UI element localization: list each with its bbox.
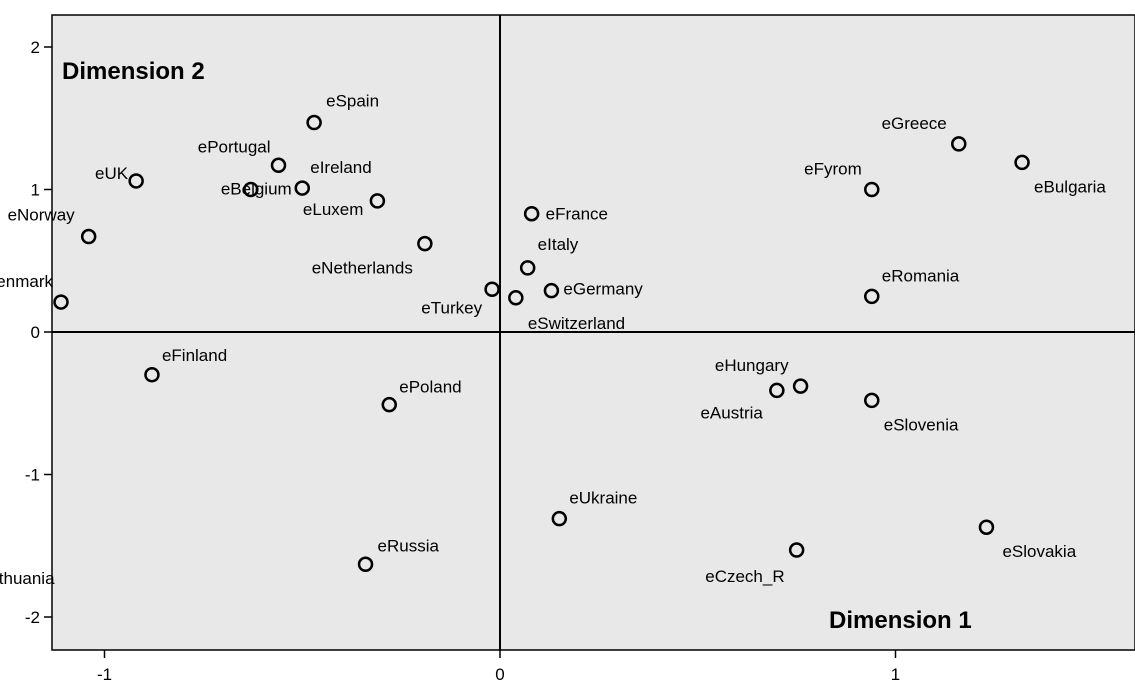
data-point <box>53 294 69 310</box>
data-point <box>1014 154 1030 171</box>
point-label: eFrance <box>546 205 608 224</box>
point-label: eHungary <box>715 356 789 375</box>
data-point <box>769 382 785 399</box>
point-label: eRussia <box>378 536 440 555</box>
point-label: eSlovakia <box>1002 542 1076 561</box>
x-tick-label: 0 <box>495 665 504 684</box>
point-label: eUkraine <box>569 489 637 508</box>
point-label: eLithuania <box>0 569 55 588</box>
reference-lines <box>52 15 1135 650</box>
point-label: eSlovenia <box>884 415 959 434</box>
data-point <box>294 180 310 196</box>
point-label: eLuxem <box>303 200 363 219</box>
data-point <box>417 235 433 252</box>
data-point <box>144 367 160 383</box>
data-point <box>792 378 809 394</box>
data-point <box>864 181 880 198</box>
point-label: eDenmark <box>0 272 53 291</box>
point-label: eRomania <box>882 266 960 285</box>
x-tick-label: -1 <box>97 665 112 684</box>
point-label: eUK <box>95 164 129 183</box>
data-point <box>978 519 995 535</box>
data-point <box>543 282 560 299</box>
point-label: eIreland <box>310 158 371 177</box>
point-label: eBulgaria <box>1034 177 1106 196</box>
point-label: eSwitzerland <box>528 314 625 333</box>
point-label: eTurkey <box>421 298 482 317</box>
data-point <box>508 290 524 306</box>
point-labels: eSpain ePortugal eIreland eUK eBelgium eLuxem… <box>0 92 1106 588</box>
data-point <box>270 157 287 174</box>
data-point <box>951 136 967 152</box>
data-point <box>243 181 259 198</box>
y-tick-label: 2 <box>31 38 40 57</box>
data-point <box>519 260 536 276</box>
y-tick-label: 0 <box>31 323 40 342</box>
data-point <box>523 205 540 222</box>
y-tick-label: -2 <box>25 608 40 627</box>
point-label: ePoland <box>399 378 461 397</box>
y-axis-title: Dimension 2 <box>62 58 205 85</box>
point-label: eBelgium <box>221 180 292 199</box>
point-label: ePortugal <box>198 137 271 156</box>
data-point <box>369 193 386 209</box>
point-label: eSpain <box>326 92 379 111</box>
point-label: eNetherlands <box>312 259 413 278</box>
data-point <box>80 228 97 245</box>
x-axis-title: Dimension 1 <box>829 607 972 634</box>
point-label: eFinland <box>162 346 227 365</box>
y-tick-label: -1 <box>25 466 40 485</box>
data-point <box>484 281 500 297</box>
point-label: eCzech_R <box>705 567 784 586</box>
point-label: eFyrom <box>804 160 862 179</box>
data-point <box>788 542 805 558</box>
point-label: eItaly <box>538 235 579 254</box>
y-tick-label: 1 <box>31 181 40 200</box>
data-point <box>306 114 322 131</box>
data-point <box>551 510 568 527</box>
point-label: eGreece <box>882 114 947 133</box>
point-label: eNorway <box>8 206 76 225</box>
data-points <box>53 114 1030 573</box>
data-point <box>381 396 398 413</box>
point-label: eGermany <box>563 280 643 299</box>
data-point <box>864 288 880 305</box>
x-tick-label: 1 <box>891 665 900 684</box>
point-label: eAustria <box>700 403 763 422</box>
data-point <box>357 556 374 573</box>
data-point <box>128 173 144 189</box>
data-point <box>864 392 880 409</box>
